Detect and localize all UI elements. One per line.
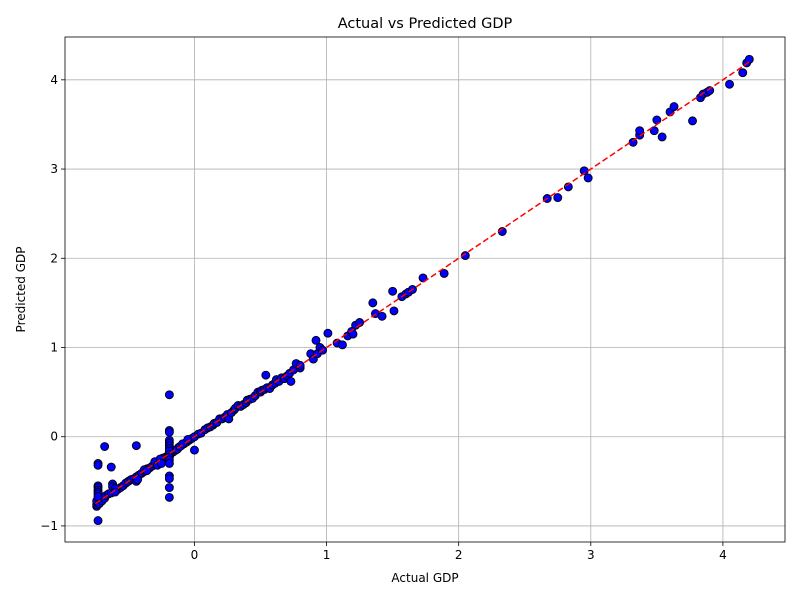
y-tick-label: 0: [50, 430, 58, 444]
data-point: [106, 462, 116, 472]
data-point: [368, 298, 378, 308]
reference-line: [94, 61, 750, 505]
data-point: [164, 427, 174, 437]
data-point: [688, 116, 697, 126]
data-point: [311, 335, 321, 345]
data-point: [100, 442, 110, 451]
data-point: [388, 286, 398, 296]
x-tick-label: 0: [191, 548, 199, 562]
data-point: [164, 459, 174, 468]
data-point: [323, 328, 333, 338]
data-point: [164, 492, 174, 502]
data-point: [142, 466, 152, 476]
data-point: [635, 126, 645, 136]
data-point: [657, 132, 667, 142]
data-point: [705, 86, 715, 95]
data-point: [649, 126, 659, 136]
x-tick-label: 1: [323, 548, 331, 562]
data-point: [286, 376, 296, 386]
axis-ticks: 0 1 2 3 4 −1 0 1 2 3 4: [40, 73, 726, 562]
y-tick-label: 3: [50, 162, 58, 176]
data-point: [190, 445, 199, 455]
data-point: [738, 68, 748, 78]
data-point: [131, 441, 141, 451]
data-point: [164, 483, 174, 493]
x-tick-label: 2: [455, 548, 463, 562]
data-point: [628, 137, 638, 147]
x-axis-label: Actual GDP: [391, 571, 458, 585]
data-point: [460, 251, 470, 261]
data-point: [93, 460, 103, 470]
data-point: [669, 102, 679, 112]
y-tick-label: 2: [50, 251, 58, 265]
y-axis-label: Predicted GDP: [14, 247, 28, 333]
data-point: [93, 516, 103, 526]
data-point: [164, 390, 174, 400]
y-tick-label: −1: [40, 519, 58, 533]
data-point: [110, 487, 120, 497]
data-point: [553, 193, 563, 203]
x-tick-label: 3: [587, 548, 595, 562]
data-point: [377, 311, 387, 321]
data-point: [261, 370, 271, 380]
x-tick-label: 4: [719, 548, 727, 562]
y-tick-label: 4: [50, 73, 58, 87]
y-tick-label: 1: [50, 340, 58, 354]
data-point: [439, 268, 449, 278]
data-point: [725, 79, 734, 89]
data-point: [418, 273, 428, 283]
plot-frame: [64, 36, 786, 543]
plot-area: [65, 37, 785, 542]
data-point: [337, 340, 347, 350]
data-point: [93, 492, 103, 501]
data-point: [744, 54, 754, 64]
data-point: [389, 306, 399, 316]
grid: [65, 37, 785, 542]
data-point: [583, 173, 593, 183]
chart-title: Actual vs Predicted GDP: [338, 16, 513, 32]
data-point: [164, 474, 174, 484]
